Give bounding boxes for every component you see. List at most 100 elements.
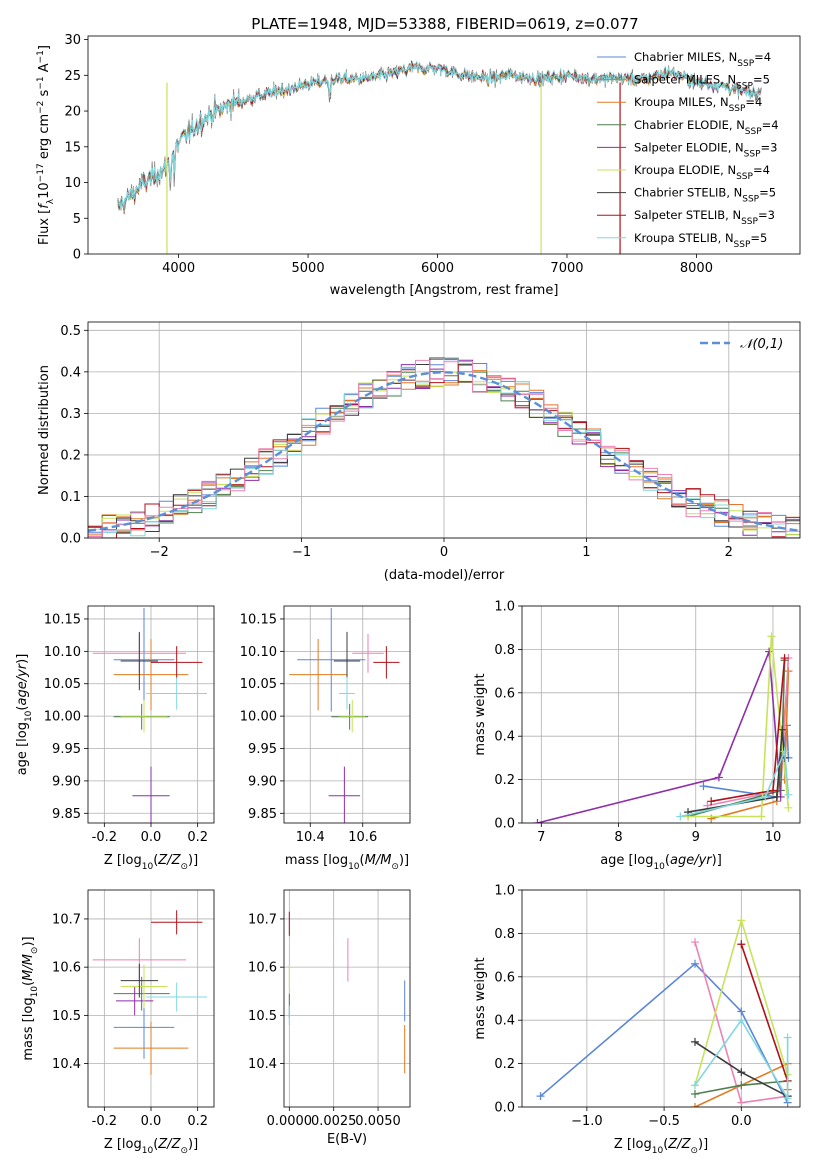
axes-weight_vs_Z: −1.0 −0.5 0.0 0.0 0.2 0.4 0.6 0.8 1.0 Z [log10(Z/… bbox=[473, 884, 801, 1156]
y-tick-label: 9.85 bbox=[52, 807, 81, 822]
label-part: erg cm bbox=[37, 114, 52, 163]
label-part: −1 bbox=[36, 76, 46, 89]
label-part: age [log bbox=[600, 853, 653, 868]
axes-frame bbox=[521, 605, 801, 824]
x-axis-label: Z [log10(Z/Z⊙)] bbox=[104, 1137, 198, 1156]
y-axis-label: Flux [fλ10−17 erg cm−2 s−1 A−1] bbox=[36, 45, 56, 245]
label-part: ( bbox=[21, 981, 36, 986]
x-tick-label: 8 bbox=[614, 830, 622, 845]
label-part: N bbox=[732, 208, 741, 222]
label-part: Z [log bbox=[104, 853, 142, 868]
y-tick-label: 10.05 bbox=[44, 677, 81, 692]
x-tick-label: 2 bbox=[725, 545, 733, 560]
label-part: N bbox=[720, 95, 729, 109]
x-tick-label: 9 bbox=[692, 830, 700, 845]
x-tick-label: 10.6 bbox=[348, 830, 377, 845]
weight-marker bbox=[783, 1094, 792, 1103]
y-tick-label: 0.2 bbox=[60, 448, 81, 463]
label-part: )] bbox=[188, 1137, 198, 1152]
y-tick-label: 0.5 bbox=[60, 324, 81, 339]
label-part: Chabrier STELIB, bbox=[634, 186, 734, 200]
plot-area-mass_vs_EBV bbox=[288, 911, 406, 1074]
y-tick-label: 10.10 bbox=[44, 645, 81, 660]
weight-marker bbox=[737, 1007, 746, 1016]
y-axis-label: mass [log10(M/M⊙)] bbox=[21, 936, 40, 1060]
label-part: Flux [ bbox=[37, 209, 52, 245]
label-part: Z [log bbox=[104, 1137, 142, 1152]
y-tick-label: 0.6 bbox=[494, 686, 515, 701]
y-tick-label: 1.0 bbox=[494, 600, 515, 615]
axes-residuals: −2 −1 0 1 2 0.0 0.1 0.2 0.3 0.4 0.5 (data-model)/er… bbox=[37, 321, 801, 583]
label-part: N bbox=[734, 186, 743, 200]
label-part: =4 bbox=[745, 95, 762, 109]
label-part: Kroupa MILES, bbox=[634, 95, 720, 109]
label-part: Z/Z bbox=[157, 853, 181, 868]
weight-marker bbox=[780, 747, 789, 756]
label-part: ( bbox=[153, 853, 158, 868]
y-tick-label: 10 bbox=[64, 176, 81, 191]
label-part: −1 bbox=[36, 50, 46, 63]
axes-frame bbox=[87, 605, 215, 824]
weight-marker bbox=[699, 782, 708, 791]
label-part: SSP bbox=[736, 82, 753, 92]
label-part: λ bbox=[46, 198, 56, 204]
label-part: M/M bbox=[21, 954, 36, 981]
label-part: −17 bbox=[36, 163, 46, 182]
y-tick-label: 0.4 bbox=[494, 1014, 515, 1029]
weight-marker bbox=[533, 819, 542, 823]
y-tick-label: 0.3 bbox=[60, 407, 81, 422]
weight-marker bbox=[757, 812, 766, 821]
label-part: SSP bbox=[736, 172, 753, 182]
label-part: 10 bbox=[142, 862, 154, 872]
label-part: =5 bbox=[750, 231, 767, 245]
x-axis-label: mass [log10(M/M⊙)] bbox=[285, 853, 409, 872]
label-part: Z/Z bbox=[157, 1137, 181, 1152]
label-part: Salpeter MILES, bbox=[634, 73, 727, 87]
label-part: =5 bbox=[759, 186, 776, 200]
x-tick-label: 8000 bbox=[680, 261, 713, 276]
label-part: ] bbox=[37, 45, 52, 50]
y-tick-label: 0.8 bbox=[494, 643, 515, 658]
y-tick-label: 0.4 bbox=[494, 730, 515, 745]
label-part: 10 bbox=[24, 710, 34, 722]
label-part: Salpeter ELODIE, bbox=[634, 140, 735, 154]
weight-marker bbox=[714, 773, 723, 782]
weight-marker bbox=[767, 632, 776, 641]
x-axis-label: E(B-V) bbox=[327, 1132, 367, 1147]
y-axis-label: Normed distribution bbox=[37, 365, 52, 495]
y-tick-label: 10.5 bbox=[52, 1009, 81, 1024]
y-tick-label: 15 bbox=[64, 140, 81, 155]
weight-marker bbox=[737, 1081, 746, 1090]
plot-area-weight_vs_Z bbox=[536, 916, 792, 1107]
y-tick-label: 0.2 bbox=[494, 1057, 515, 1072]
weight-marker bbox=[536, 1092, 545, 1101]
weight-marker bbox=[690, 938, 699, 947]
label-part: ( bbox=[665, 853, 670, 868]
y-tick-label: 0.2 bbox=[494, 773, 515, 788]
label-part: =3 bbox=[761, 140, 778, 154]
label-part: ⊙ bbox=[180, 862, 188, 872]
y-tick-label: 10.4 bbox=[248, 1057, 277, 1072]
legend-entry: Kroupa ELODIE, NSSP=4 bbox=[634, 163, 770, 182]
x-tick-label: 6000 bbox=[421, 261, 454, 276]
label-part: N bbox=[735, 140, 744, 154]
legend-entry: Salpeter ELODIE, NSSP=3 bbox=[634, 140, 777, 159]
y-tick-label: 20 bbox=[64, 105, 81, 120]
label-part: ( bbox=[153, 1137, 158, 1152]
label-part: =4 bbox=[753, 163, 770, 177]
y-axis-label: mass weight bbox=[473, 957, 488, 1039]
histogram-6 bbox=[88, 357, 800, 538]
axes-frame bbox=[87, 889, 215, 1108]
y-tick-label: 9.90 bbox=[52, 774, 81, 789]
x-tick-label: 0.2 bbox=[187, 1114, 208, 1129]
weight-series-0 bbox=[539, 962, 789, 1104]
y-tick-label: 10.00 bbox=[44, 710, 81, 725]
x-tick-label: 10 bbox=[765, 830, 782, 845]
y-tick-label: 30 bbox=[64, 33, 81, 48]
label-part: Chabrier ELODIE, bbox=[634, 118, 736, 132]
label-part: SSP bbox=[737, 59, 754, 69]
label-part: )] bbox=[698, 1137, 708, 1152]
legend-entry: Kroupa MILES, NSSP=4 bbox=[634, 95, 762, 114]
